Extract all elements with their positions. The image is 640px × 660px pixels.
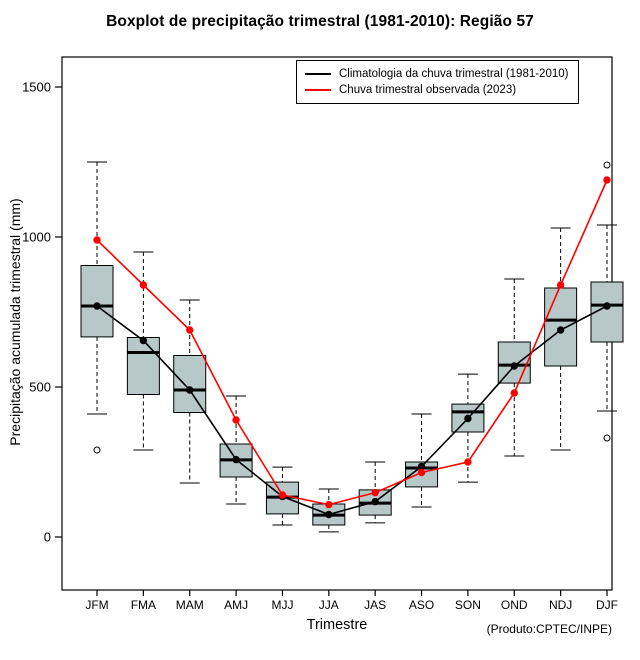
climatology-point: [510, 362, 518, 370]
observed-point: [139, 281, 148, 289]
legend-item-observed: Chuva trimestral observada (2023): [305, 82, 568, 98]
x-tick-label: SON: [455, 598, 481, 612]
legend-line-observed: [305, 89, 331, 91]
observed-point: [371, 488, 379, 497]
climatology-point: [232, 455, 240, 464]
observed-point: [556, 281, 565, 289]
x-tick-label: AMJ: [224, 598, 248, 612]
observed-point: [232, 416, 240, 424]
observed-point: [186, 326, 194, 334]
box: [173, 355, 207, 413]
box: [544, 287, 578, 367]
x-tick-label: JAS: [364, 598, 386, 612]
observed-line: [96, 179, 608, 506]
legend-label-climatology: Climatologia da chuva trimestral (1981-2…: [339, 68, 569, 80]
x-tick-label: ASO: [409, 598, 434, 612]
observed-point: [417, 468, 426, 477]
observed-point: [93, 236, 101, 244]
climatology-point: [464, 414, 472, 423]
climatology-point: [603, 302, 611, 310]
outlier-point: [93, 446, 101, 454]
observed-point: [325, 500, 333, 509]
x-tick-label: OND: [501, 598, 528, 612]
legend: Climatologia da chuva trimestral (1981-2…: [296, 60, 580, 104]
y-tick-label: 1500: [22, 80, 51, 95]
climatology-point: [186, 386, 194, 394]
observed-point: [464, 458, 472, 466]
y-tick-label: 500: [29, 380, 51, 395]
y-tick-label: 1000: [22, 230, 51, 245]
x-tick-label: MJJ: [271, 598, 293, 612]
climatology-point: [556, 326, 565, 334]
box: [80, 265, 114, 338]
x-tick-label: MAM: [176, 598, 204, 612]
x-tick-label: NDJ: [549, 598, 572, 612]
climatology-point: [371, 497, 379, 506]
outlier-point: [603, 161, 611, 169]
outlier-point: [603, 434, 611, 442]
climatology-point: [417, 462, 426, 471]
x-tick-label: FMA: [131, 598, 156, 612]
observed-point: [603, 176, 611, 184]
box: [451, 403, 485, 433]
box: [126, 337, 160, 395]
climatology-point: [93, 302, 101, 310]
climatology-line: [96, 305, 608, 516]
x-tick-label: DJF: [596, 598, 618, 612]
product-credit: (Produto:CPTEC/INPE): [486, 622, 612, 636]
legend-label-observed: Chuva trimestral observada (2023): [339, 84, 517, 96]
y-tick-label: 0: [44, 530, 51, 545]
observed-point: [510, 389, 518, 397]
legend-line-climatology: [305, 73, 331, 75]
x-tick-label: JFM: [85, 598, 108, 612]
climatology-point: [139, 336, 148, 345]
x-tick-label: JJA: [319, 598, 339, 612]
observed-point: [278, 491, 287, 499]
chart-title: Boxplot de precipitação trimestral (1981…: [106, 13, 534, 30]
climatology-point: [325, 510, 333, 519]
legend-item-climatology: Climatologia da chuva trimestral (1981-2…: [305, 66, 568, 82]
y-axis-label: Precipitação acumulada trimestral (mm): [7, 198, 23, 446]
x-axis-label: Trimestre: [306, 617, 368, 633]
